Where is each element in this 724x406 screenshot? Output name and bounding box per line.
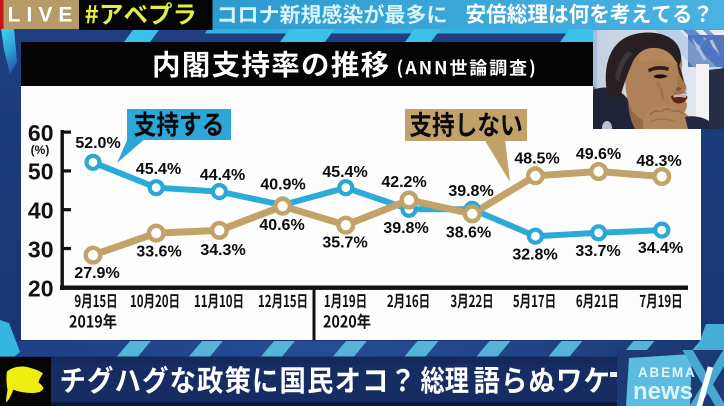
svg-text:39.8%: 39.8% <box>448 183 493 200</box>
svg-text:60: 60 <box>28 120 54 146</box>
svg-text:LIVE: LIVE <box>8 4 79 27</box>
svg-text:50: 50 <box>28 159 54 185</box>
svg-text:33.6%: 33.6% <box>136 243 181 260</box>
svg-text:news: news <box>633 378 693 405</box>
svg-text:45.4%: 45.4% <box>136 161 181 178</box>
svg-text:34.4%: 34.4% <box>638 240 683 257</box>
svg-text:42.2%: 42.2% <box>381 174 426 191</box>
svg-text:49.6%: 49.6% <box>576 146 621 163</box>
svg-text:39.8%: 39.8% <box>383 220 428 237</box>
svg-text:40.9%: 40.9% <box>260 176 305 193</box>
svg-text:52.0%: 52.0% <box>75 135 120 152</box>
svg-text:40: 40 <box>28 198 54 224</box>
svg-text:48.3%: 48.3% <box>636 153 681 170</box>
svg-text:44.4%: 44.4% <box>200 167 245 184</box>
svg-text:38.6%: 38.6% <box>446 224 491 241</box>
svg-text:34.3%: 34.3% <box>200 242 245 259</box>
svg-text:48.5%: 48.5% <box>514 150 559 167</box>
svg-text:40.6%: 40.6% <box>259 217 304 234</box>
svg-text:45.4%: 45.4% <box>322 164 367 181</box>
svg-text:20: 20 <box>28 275 54 301</box>
svg-text:35.7%: 35.7% <box>322 234 367 251</box>
svg-text:(%): (%) <box>31 143 50 157</box>
svg-text:32.8%: 32.8% <box>512 246 557 263</box>
svg-text:27.9%: 27.9% <box>74 265 119 282</box>
svg-text:ABEMA: ABEMA <box>638 365 697 380</box>
svg-text:30: 30 <box>28 236 54 262</box>
svg-text:33.7%: 33.7% <box>575 243 620 260</box>
